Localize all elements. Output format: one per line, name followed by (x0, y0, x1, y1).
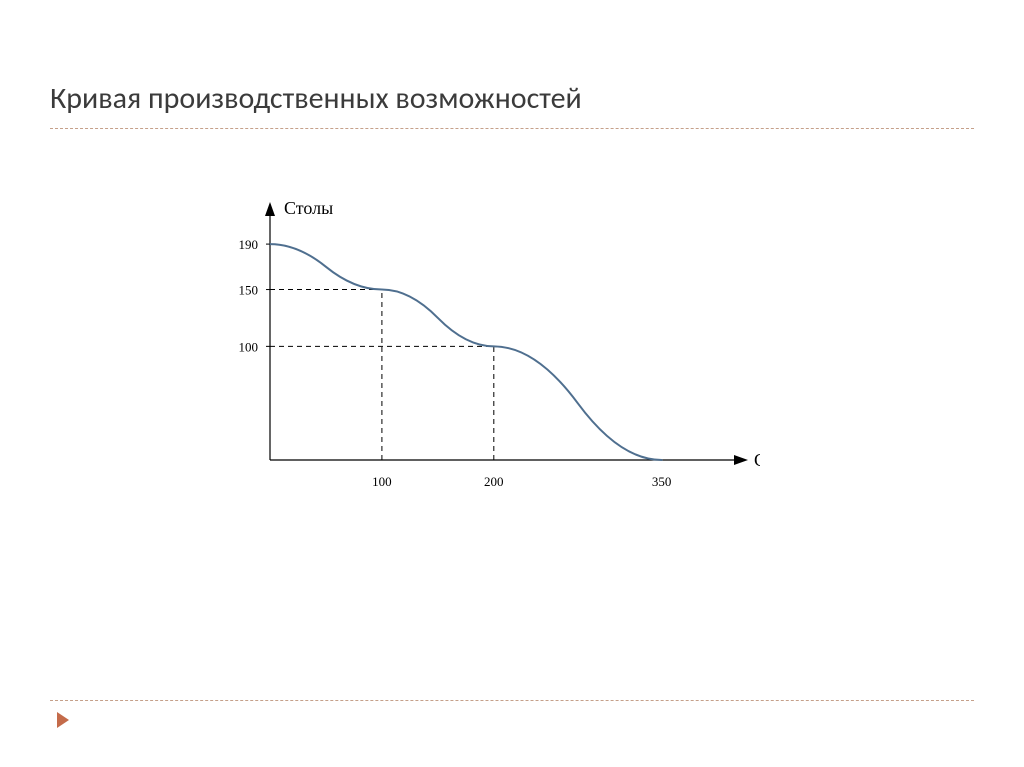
divider-bottom (50, 700, 974, 701)
guidelines (270, 290, 494, 460)
x-tick-label: 350 (652, 474, 672, 489)
axis-labels: Столы Стулья (284, 198, 760, 470)
curve (270, 244, 662, 460)
ppf-chart: 100 200 350 100 150 190 Столы Стулья (200, 180, 760, 510)
y-tick-label: 150 (239, 283, 259, 298)
y-tick-label: 190 (239, 237, 259, 252)
y-axis-label: Столы (284, 198, 333, 218)
footer-marker-icon (55, 710, 75, 730)
x-axis-label: Стулья (754, 450, 760, 470)
divider-top (50, 128, 974, 129)
x-tick-label: 200 (484, 474, 504, 489)
y-tick-label: 100 (239, 339, 259, 354)
ppf-chart-svg: 100 200 350 100 150 190 Столы Стулья (200, 180, 760, 510)
x-tick-label: 100 (372, 474, 392, 489)
axes (265, 202, 748, 465)
slide-title: Кривая производственных возможностей (50, 80, 582, 117)
ticks: 100 200 350 100 150 190 (239, 237, 672, 489)
